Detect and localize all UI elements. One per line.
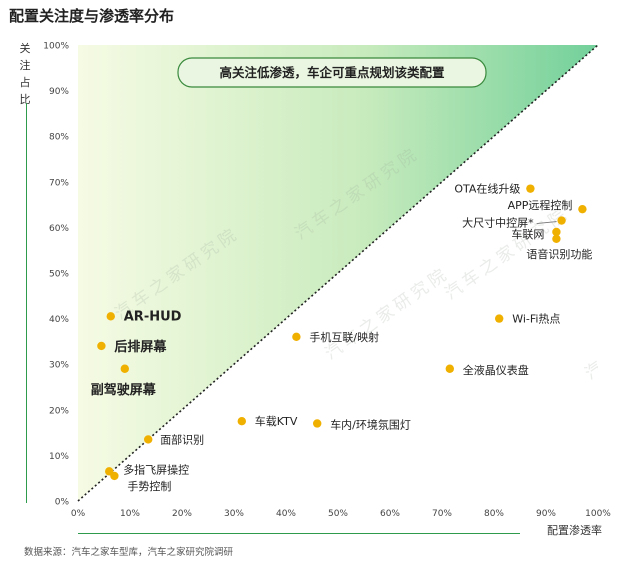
data-point [313, 419, 322, 428]
point-label: 多指飞屏操控 [123, 462, 189, 476]
data-point [97, 341, 106, 351]
diagonal-line [77, 44, 599, 502]
point-label: 车联网 [511, 227, 544, 241]
y-tick-label: 0% [55, 498, 70, 508]
x-tick-label: 100% [585, 509, 611, 519]
point-label: 后排屏幕 [114, 339, 167, 355]
x-tick-label: 30% [224, 509, 244, 519]
x-tick-label: 90% [536, 509, 556, 519]
chart-title: 配置关注度与渗透率分布 [9, 7, 175, 25]
x-tick-label: 0% [71, 509, 86, 519]
annotation-banner: 高关注低渗透，车企可重点规划该类配置 [177, 57, 487, 88]
y-tick-label: 30% [49, 361, 69, 371]
y-tick-label: 20% [49, 406, 69, 416]
point-label: AR-HUD [124, 309, 182, 324]
x-tick-label: 80% [484, 509, 504, 519]
x-tick-label: 40% [276, 509, 296, 519]
point-label: APP远程控制 [508, 198, 573, 212]
y-tick-label: 100% [43, 42, 69, 52]
y-tick-label: 50% [49, 270, 69, 280]
y-axis-label: 关注占比 [19, 42, 31, 106]
point-label: 车内/环境氛围灯 [330, 417, 411, 431]
data-point [445, 364, 454, 373]
watermark-text: 汽车之家研究院 [321, 263, 453, 364]
source-note: 数据来源：汽车之家车型库，汽车之家研究院调研 [24, 547, 234, 558]
point-label: 手势控制 [127, 479, 171, 493]
y-axis: 0% 10% 20% 30% 40% 50% 60% 70% 80% 90% 100% [43, 42, 69, 508]
y-tick-label: 90% [49, 87, 69, 97]
data-point [557, 216, 566, 225]
point-label: 大尺寸中控屏* [462, 216, 534, 230]
y-tick-label: 70% [49, 178, 69, 188]
x-tick-label: 70% [432, 509, 452, 519]
y-tick-label: 40% [49, 315, 69, 325]
x-tick-label: 60% [380, 509, 400, 519]
data-point [526, 184, 535, 193]
y-tick-label: 80% [49, 133, 69, 143]
data-point [495, 314, 504, 323]
data-point [237, 417, 246, 426]
point-label: 全液晶仪表盘 [463, 363, 529, 377]
annotation-text: 高关注低渗透，车企可重点规划该类配置 [219, 65, 445, 80]
x-tick-label: 10% [120, 509, 140, 519]
data-point [106, 312, 115, 321]
x-tick-label: 20% [172, 509, 192, 519]
point-label: 面部识别 [160, 432, 204, 446]
data-point [144, 435, 153, 444]
x-axis: 0% 10% 20% 30% 40% 50% 60% 70% 80% 90% 100% [71, 509, 611, 519]
x-axis-label-line [78, 533, 520, 534]
label-leader-line [536, 221, 557, 224]
y-tick-label: 60% [49, 224, 69, 234]
x-axis-label: 配置渗透率 [547, 524, 602, 537]
data-point [552, 227, 561, 237]
point-label: 副驾驶屏幕 [91, 382, 157, 398]
x-tick-label: 50% [328, 509, 348, 519]
data-point [578, 204, 587, 214]
data-point [110, 471, 119, 481]
point-label: 车载KTV [255, 414, 298, 428]
point-label: 手机互联/映射 [309, 330, 379, 344]
point-label: Wi-Fi热点 [512, 313, 560, 326]
watermark-text: 汽车之家研究院 [581, 283, 620, 384]
y-tick-label: 10% [49, 452, 69, 462]
data-point [120, 364, 129, 373]
data-point [292, 332, 301, 342]
annotation-banner-box [177, 57, 487, 88]
data-point [552, 234, 561, 243]
point-label: 语音识别功能 [526, 247, 592, 261]
y-axis-label-line [26, 103, 27, 503]
point-label: OTA在线升级 [454, 182, 520, 196]
